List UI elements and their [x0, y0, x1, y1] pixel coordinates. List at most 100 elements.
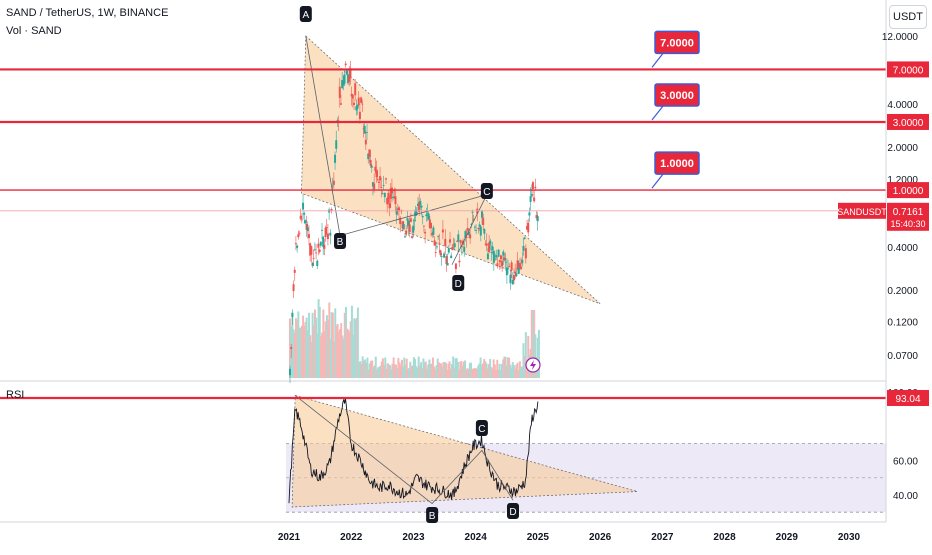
candle-body: [531, 182, 534, 190]
candle-body: [515, 273, 518, 277]
candle-body: [520, 266, 523, 270]
volume-bar: [428, 359, 431, 378]
candle-body: [533, 197, 536, 202]
volume-bar: [306, 330, 309, 378]
price-tick-label: 4.0000: [887, 100, 918, 111]
candle-body: [360, 97, 363, 103]
candle-body: [536, 216, 539, 222]
volume-bar: [508, 357, 511, 378]
candle-body: [517, 266, 520, 274]
volume-bar: [420, 362, 423, 378]
volume-bar: [516, 362, 519, 378]
volume-bar: [440, 363, 443, 378]
candle-body: [481, 211, 483, 218]
volume-bar: [430, 363, 433, 378]
candle-body: [311, 262, 314, 266]
volume-bar: [308, 312, 311, 378]
volume-bar: [302, 315, 305, 378]
candle-body: [460, 246, 463, 248]
level-tag: 7.0000: [893, 65, 924, 76]
volume-bar: [415, 366, 418, 378]
candle-body: [307, 234, 310, 239]
candle-body: [385, 178, 387, 180]
volume-bar: [344, 306, 347, 378]
volume-bar: [393, 364, 396, 378]
candle-body: [486, 253, 489, 260]
candle-body: [483, 229, 486, 234]
candle-body: [479, 226, 482, 236]
callout-pointer: [651, 53, 664, 68]
volume-label: Vol · SAND: [6, 25, 62, 37]
volume-bar: [366, 357, 369, 378]
point-label-c: C: [483, 187, 490, 198]
volume-bar: [293, 333, 296, 378]
time-tick-label: 2026: [589, 532, 612, 543]
candle-body: [389, 188, 392, 199]
candle-body: [505, 267, 508, 276]
callout-bubble: [654, 151, 700, 175]
price-tick-label: 0.1200: [887, 318, 918, 329]
candle-body: [373, 183, 376, 190]
candle-body: [290, 347, 293, 349]
volume-bar: [471, 368, 474, 378]
candle-body: [371, 182, 374, 187]
candle-body: [399, 217, 402, 225]
candle-body: [343, 74, 346, 84]
volume-bar: [491, 368, 494, 378]
candle-body: [396, 208, 399, 211]
candle-body: [297, 234, 300, 238]
volume-bar: [337, 331, 340, 378]
volume-bar: [296, 320, 299, 378]
volume-bar: [439, 363, 442, 378]
candle-body: [299, 215, 302, 219]
current-price-tag-bg: [887, 202, 929, 231]
candle-body: [376, 178, 379, 180]
volume-bar: [460, 361, 463, 378]
level-tag-bg: [887, 113, 929, 130]
candle-body: [345, 70, 348, 75]
candle-body: [342, 81, 345, 86]
candle-body: [291, 312, 294, 317]
volume-bar: [310, 342, 313, 378]
candle-body: [403, 236, 406, 238]
callout-pointer: [651, 173, 664, 189]
volume-bar: [300, 325, 303, 378]
volume-bar: [446, 369, 449, 378]
volume-bar: [365, 362, 368, 378]
candle-body: [529, 196, 532, 202]
volume-bar: [510, 367, 513, 378]
candle-body: [293, 269, 296, 273]
rsi-label: RSI: [6, 389, 25, 401]
price-tick-label: 12.0000: [882, 32, 919, 43]
candle-body: [335, 140, 338, 149]
volume-bar: [384, 357, 387, 378]
candle-body: [458, 260, 461, 263]
candle-body: [317, 243, 320, 248]
volume-bar: [449, 368, 452, 378]
candle-body: [305, 223, 308, 230]
candle-body: [475, 230, 478, 232]
candle-body: [526, 226, 529, 230]
volume-bar: [403, 357, 406, 378]
volume-bar: [509, 364, 512, 378]
time-tick-label: 2023: [402, 532, 425, 543]
volume-bar: [397, 358, 400, 378]
candle-body: [473, 226, 476, 228]
candle-body: [424, 231, 427, 234]
currency-button[interactable]: USDT: [889, 5, 927, 29]
candle-body: [300, 219, 303, 221]
candle-body: [494, 258, 497, 260]
volume-bar: [480, 364, 483, 378]
volume-bar: [472, 368, 475, 378]
level-tag-bg: [887, 61, 929, 78]
candle-body: [355, 106, 358, 111]
candle-body: [433, 240, 436, 246]
volume-bar: [437, 362, 440, 378]
candle-body: [511, 279, 514, 285]
volume-bar: [481, 363, 484, 378]
candle-body: [524, 248, 527, 259]
candle-body: [427, 213, 430, 220]
volume-bar: [381, 358, 384, 378]
candle-body: [491, 246, 494, 251]
